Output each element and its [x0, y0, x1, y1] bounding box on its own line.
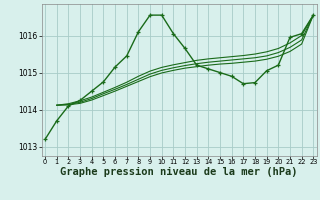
X-axis label: Graphe pression niveau de la mer (hPa): Graphe pression niveau de la mer (hPa) [60, 167, 298, 177]
